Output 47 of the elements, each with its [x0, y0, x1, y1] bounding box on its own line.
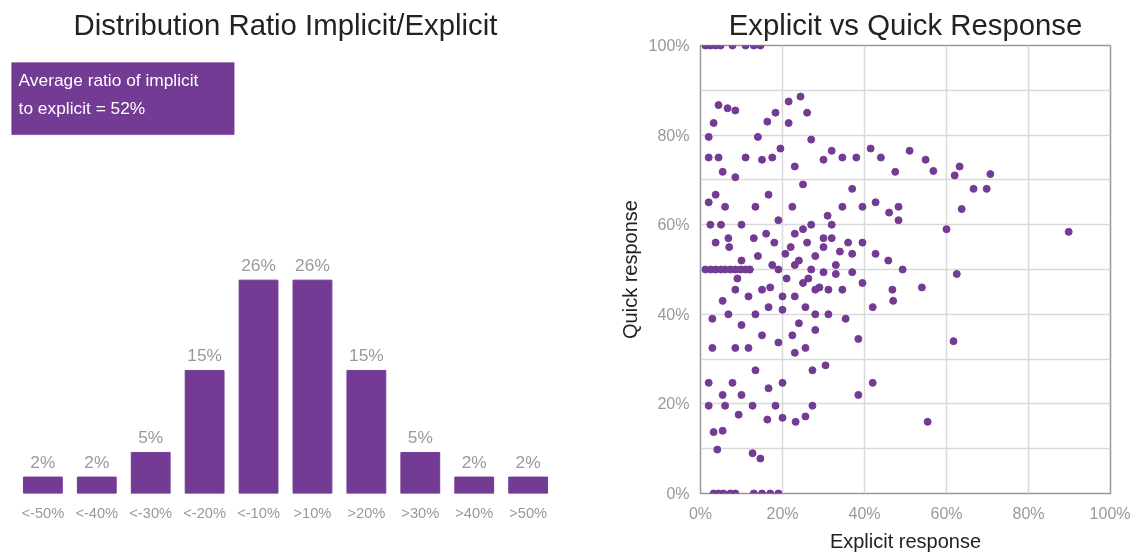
y-tick-label: 20% — [657, 395, 690, 413]
y-tick-label: 0% — [666, 485, 690, 502]
x-tick-label: >50% — [509, 504, 548, 521]
data-label: 2% — [30, 452, 56, 473]
x-tick-label: >10% — [293, 504, 332, 521]
data-label: 26% — [241, 255, 276, 276]
x-tick-label: <-50% — [21, 504, 65, 521]
data-label: 2% — [515, 452, 541, 473]
x-tick-label: 80% — [1012, 504, 1045, 522]
data-label: 2% — [84, 452, 110, 473]
chart-title: Distribution Ratio Implicit/Explicit — [73, 7, 498, 41]
x-axis-title: Explicit response — [829, 529, 982, 552]
x-tick-label: 20% — [766, 504, 799, 522]
x-tick-label: >20% — [347, 504, 386, 521]
x-tick-label: 60% — [930, 504, 963, 522]
data-label: 5% — [138, 427, 164, 448]
x-tick-label: 40% — [848, 504, 881, 522]
x-tick-label: 100% — [1089, 504, 1131, 522]
bar — [346, 369, 387, 494]
y-tick-label: 100% — [648, 37, 690, 54]
bar — [130, 451, 171, 494]
x-tick-label: <-30% — [129, 504, 173, 521]
data-label: 15% — [187, 345, 222, 366]
data-label: 5% — [407, 427, 433, 448]
y-tick-label: 60% — [657, 216, 690, 234]
bar — [184, 369, 225, 494]
y-tick-label: 40% — [657, 305, 690, 323]
data-label: 26% — [295, 255, 330, 276]
bar — [76, 476, 117, 494]
bar — [238, 279, 279, 494]
y-tick-label: 80% — [657, 126, 690, 144]
x-tick-label: <-20% — [183, 504, 227, 521]
x-tick-label: 0% — [688, 504, 713, 522]
bar — [292, 279, 333, 494]
x-tick-label: <-40% — [75, 504, 119, 521]
data-label: 2% — [461, 452, 487, 473]
bar — [454, 476, 495, 494]
bar — [22, 476, 63, 494]
x-tick-label: >30% — [401, 504, 440, 521]
data-label: 15% — [349, 345, 384, 366]
text: Average ratio of implicit to explicit = 52% — [18, 70, 199, 119]
bar — [508, 476, 549, 494]
bar — [400, 451, 441, 494]
chart-title: Explicit vs Quick Response — [728, 7, 1083, 41]
y-axis-title: Quick response — [618, 200, 641, 339]
x-tick-label: >40% — [455, 504, 494, 521]
x-tick-label: <-10% — [237, 504, 280, 521]
